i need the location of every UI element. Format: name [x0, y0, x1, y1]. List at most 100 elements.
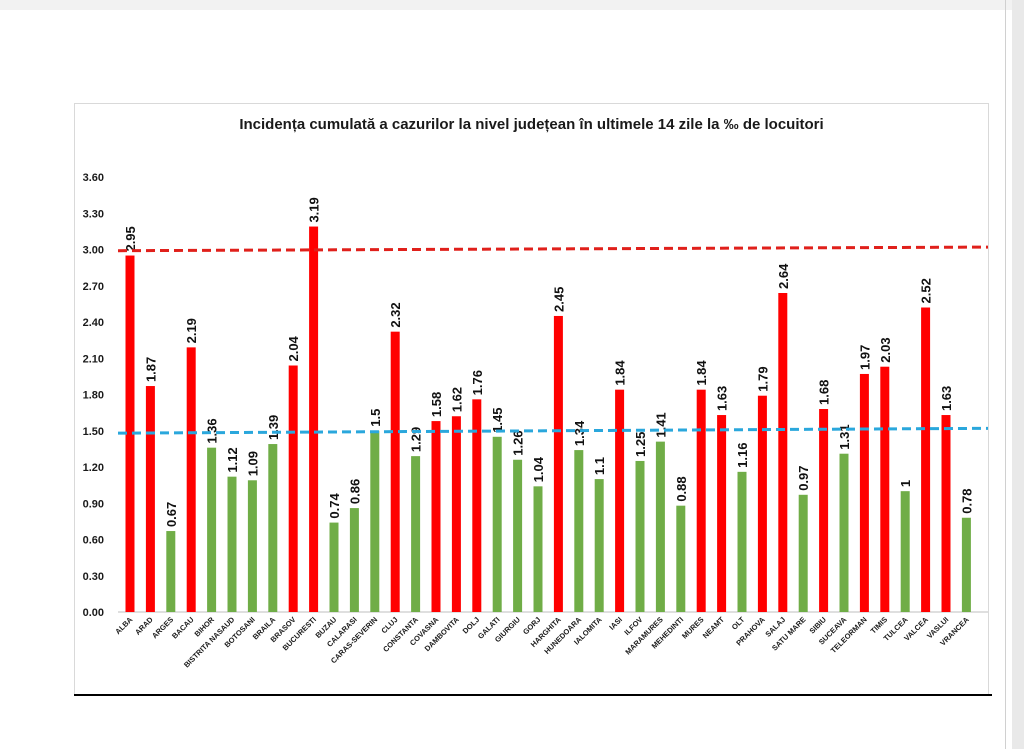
bar — [594, 479, 604, 612]
bar — [125, 255, 135, 612]
bar — [655, 441, 665, 612]
chart-frame — [74, 103, 989, 695]
y-tick-label: 0.00 — [83, 607, 104, 619]
data-label: 0.67 — [164, 502, 179, 527]
data-label: 1.45 — [490, 407, 505, 432]
bar — [411, 456, 421, 612]
data-label: 2.32 — [388, 302, 403, 327]
category-label: MURES — [680, 615, 706, 641]
y-tick-label: 2.10 — [83, 353, 104, 365]
category-label: BACAU — [170, 615, 196, 641]
data-label: 1.1 — [592, 457, 607, 475]
y-tick-label: 3.00 — [83, 245, 104, 257]
bar — [798, 494, 808, 612]
data-label: 1.63 — [939, 386, 954, 411]
data-label: 1.31 — [837, 424, 852, 449]
data-label: 1.84 — [613, 360, 628, 386]
y-tick-label: 1.20 — [83, 462, 104, 474]
data-label: 0.86 — [347, 479, 362, 504]
data-label: 1.5 — [368, 409, 383, 427]
bar — [166, 531, 176, 612]
bar — [247, 480, 257, 612]
data-label: 1.29 — [409, 427, 424, 452]
bar — [329, 522, 339, 612]
data-label: 2.52 — [919, 278, 934, 303]
category-label: ALBA — [113, 615, 135, 637]
bar — [288, 365, 298, 612]
data-label: 1.16 — [735, 443, 750, 468]
data-label: 0.78 — [959, 488, 974, 513]
bar — [900, 491, 910, 612]
data-label: 1.25 — [633, 432, 648, 457]
data-label: 1.97 — [857, 345, 872, 370]
chart-title: Incidența cumulată a cazurilor la nivel … — [239, 116, 824, 133]
bar — [941, 415, 951, 612]
category-label: OLT — [730, 615, 747, 632]
bar — [615, 389, 625, 612]
bar — [309, 226, 319, 612]
data-label: 1.87 — [143, 357, 158, 382]
data-label: 3.19 — [307, 197, 322, 222]
y-tick-label: 3.30 — [83, 208, 104, 220]
data-label: 1.39 — [266, 415, 281, 440]
bar — [696, 389, 706, 612]
upper-reference-line — [117, 245, 989, 253]
data-label: 1.09 — [245, 451, 260, 476]
data-label: 2.45 — [551, 287, 566, 312]
y-tick-label: 0.30 — [83, 571, 104, 583]
bar — [145, 386, 155, 612]
bar — [472, 399, 482, 612]
data-label: 1.68 — [817, 380, 832, 405]
bar — [717, 415, 727, 612]
data-label: 1.76 — [470, 370, 485, 395]
page-edge-right — [1012, 0, 1024, 749]
y-tick-label: 2.40 — [83, 317, 104, 329]
bar — [961, 517, 971, 612]
data-label: 1 — [898, 480, 913, 487]
y-tick-label: 0.60 — [83, 535, 104, 547]
lower-reference-line — [117, 426, 989, 435]
bar — [778, 293, 788, 612]
data-label: 0.88 — [674, 476, 689, 501]
bar — [492, 436, 502, 612]
y-tick-label: 2.70 — [83, 281, 104, 293]
category-label: IASI — [607, 615, 624, 632]
data-label: 1.26 — [511, 430, 526, 455]
y-tick-label: 1.50 — [83, 426, 104, 438]
data-label: 2.04 — [286, 335, 301, 361]
data-label: 0.97 — [796, 465, 811, 490]
bar — [227, 476, 237, 612]
chart-bottom-rule — [74, 694, 992, 696]
bar — [186, 347, 196, 612]
data-label: 1.41 — [653, 412, 668, 437]
data-label: 2.19 — [184, 318, 199, 343]
data-label: 1.84 — [694, 360, 709, 386]
y-tick-label: 3.60 — [83, 172, 104, 184]
bar — [451, 416, 461, 612]
category-label: NEAMT — [701, 615, 727, 641]
y-tick-label: 0.90 — [83, 498, 104, 510]
data-label: 2.64 — [776, 263, 791, 289]
bar — [268, 444, 278, 612]
bar — [349, 508, 359, 612]
bar — [839, 453, 849, 612]
data-label: 1.63 — [715, 386, 730, 411]
bar — [370, 430, 380, 612]
bar — [880, 366, 890, 612]
bar — [859, 373, 869, 612]
page-edge-top — [0, 0, 1024, 10]
data-label: 2.03 — [878, 337, 893, 362]
data-label: 1.36 — [205, 418, 220, 443]
bar — [574, 450, 584, 612]
bar — [676, 505, 686, 612]
data-label: 1.34 — [572, 420, 587, 446]
data-label: 0.74 — [327, 493, 342, 519]
bar — [635, 460, 645, 612]
y-tick-label: 1.80 — [83, 390, 104, 402]
bar — [819, 409, 829, 612]
bar — [553, 315, 563, 612]
bar — [921, 307, 931, 612]
data-label: 1.62 — [449, 387, 464, 412]
data-label: 1.12 — [225, 447, 240, 472]
data-label: 2.95 — [123, 226, 138, 251]
